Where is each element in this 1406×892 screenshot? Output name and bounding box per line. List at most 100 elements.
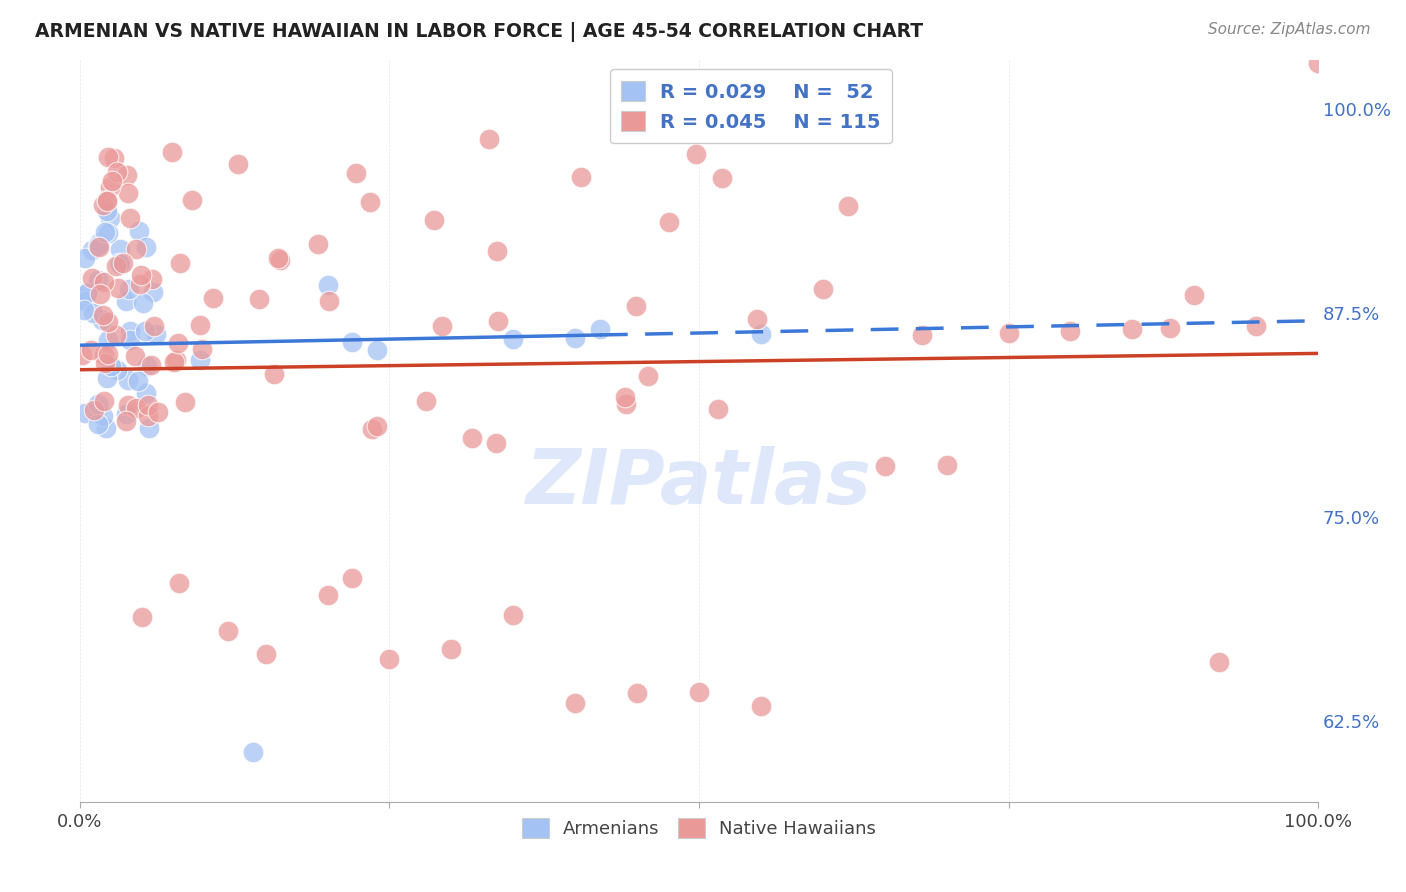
Text: ZIPatlas: ZIPatlas <box>526 446 872 520</box>
Point <box>430 319 453 334</box>
Point <box>131 296 153 310</box>
Point <box>191 343 214 357</box>
Point <box>94 225 117 239</box>
Point <box>94 420 117 434</box>
Point <box>1208 655 1230 669</box>
Point <box>366 343 388 357</box>
Point <box>118 324 141 338</box>
Point <box>108 243 131 257</box>
Point <box>135 386 157 401</box>
Point <box>115 168 138 182</box>
Point <box>146 405 169 419</box>
Point <box>837 199 859 213</box>
Point <box>626 686 648 700</box>
Point <box>93 276 115 290</box>
Point <box>82 244 104 258</box>
Point <box>707 402 730 417</box>
Point <box>873 459 896 474</box>
Point <box>75 406 97 420</box>
Point <box>105 327 128 342</box>
Point <box>478 132 501 146</box>
Point <box>263 368 285 382</box>
Point <box>316 589 339 603</box>
Point <box>89 287 111 301</box>
Point <box>76 285 98 299</box>
Point <box>98 211 121 226</box>
Point <box>131 609 153 624</box>
Point <box>190 318 212 332</box>
Point <box>346 165 368 179</box>
Point <box>91 409 114 423</box>
Point <box>359 194 381 209</box>
Point <box>136 359 159 373</box>
Text: ARMENIAN VS NATIVE HAWAIIAN IN LABOR FORCE | AGE 45-54 CORRELATION CHART: ARMENIAN VS NATIVE HAWAIIAN IN LABOR FOR… <box>35 22 924 42</box>
Point <box>658 215 681 229</box>
Point <box>1159 321 1181 335</box>
Point <box>73 302 96 317</box>
Point <box>97 150 120 164</box>
Point <box>486 314 509 328</box>
Point <box>93 348 115 362</box>
Point <box>120 333 142 347</box>
Point <box>145 327 167 342</box>
Point <box>89 236 111 251</box>
Point <box>307 236 329 251</box>
Point <box>711 171 734 186</box>
Point <box>100 180 122 194</box>
Point <box>96 370 118 384</box>
Point <box>217 624 239 638</box>
Point <box>125 401 148 416</box>
Point <box>96 203 118 218</box>
Point <box>226 157 249 171</box>
Point <box>485 435 508 450</box>
Point <box>97 315 120 329</box>
Point <box>318 294 340 309</box>
Point <box>688 684 710 698</box>
Point <box>117 373 139 387</box>
Point <box>101 174 124 188</box>
Point <box>138 421 160 435</box>
Point <box>135 240 157 254</box>
Point <box>136 409 159 424</box>
Point <box>70 348 93 362</box>
Point <box>91 198 114 212</box>
Point <box>613 390 636 404</box>
Point <box>167 336 190 351</box>
Point <box>165 352 187 367</box>
Point <box>564 331 586 345</box>
Point <box>188 353 211 368</box>
Point <box>378 652 401 666</box>
Point <box>1308 56 1330 70</box>
Point <box>75 293 97 308</box>
Point <box>569 169 592 184</box>
Point <box>1059 324 1081 338</box>
Point <box>1244 319 1267 334</box>
Point <box>1121 322 1143 336</box>
Point <box>107 281 129 295</box>
Point <box>1182 288 1205 302</box>
Point <box>129 268 152 282</box>
Point <box>139 359 162 373</box>
Point <box>136 398 159 412</box>
Point <box>163 355 186 369</box>
Point <box>87 417 110 431</box>
Point <box>117 398 139 412</box>
Point <box>997 326 1019 340</box>
Point <box>460 431 482 445</box>
Point <box>141 272 163 286</box>
Point <box>564 696 586 710</box>
Point <box>174 395 197 409</box>
Point <box>242 745 264 759</box>
Point <box>83 403 105 417</box>
Point <box>415 393 437 408</box>
Point <box>366 418 388 433</box>
Point <box>169 256 191 270</box>
Point <box>87 239 110 253</box>
Point <box>87 273 110 287</box>
Point <box>440 642 463 657</box>
Point <box>160 145 183 159</box>
Point <box>269 253 291 268</box>
Point <box>105 363 128 377</box>
Point <box>180 193 202 207</box>
Point <box>80 343 103 357</box>
